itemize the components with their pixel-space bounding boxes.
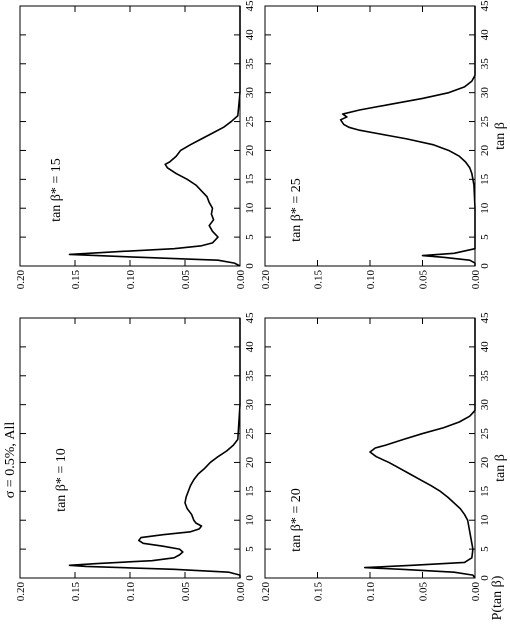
x-tick-label: 45 [479, 312, 491, 324]
plot-frame [19, 317, 241, 579]
y-tick-label: 0.20 [260, 582, 272, 602]
data-line [363, 318, 476, 579]
annotation: tan β* = 20 [289, 488, 304, 552]
y-tick-label: 0.05 [180, 582, 192, 602]
x-tick-label: 35 [479, 370, 491, 382]
x-tick-label: 25 [244, 428, 256, 440]
y-tick-label: 0.00 [235, 270, 247, 290]
x-tick-label: 15 [479, 485, 491, 497]
y-tick-label: 0.00 [235, 582, 247, 602]
rotated-figure: 0 5 10 15 20 25 30 35 40 45 0.00 0.05 0.10 0.15 0.20 ta… [3, 0, 508, 620]
x-tick-label: 20 [479, 144, 491, 156]
y-tick-label: 0.10 [365, 270, 377, 290]
x-tick-label: 40 [244, 341, 256, 353]
x-tick-label: 30 [479, 87, 491, 99]
y-tick-label: 0.00 [470, 270, 482, 290]
x-tick-label: 20 [479, 456, 491, 468]
x-tick-label: 30 [244, 399, 256, 411]
x-tick-label: 0 [479, 263, 491, 269]
y-tick-label: 0.10 [125, 582, 137, 602]
y-tick-label: 0.05 [180, 270, 192, 290]
x-tick-label: 15 [244, 485, 256, 497]
x-tick-label: 45 [479, 0, 491, 12]
y-tick-label: 0.15 [70, 582, 82, 602]
chart-title: σ = 0.5%, All [3, 422, 18, 499]
x-tick-label: 20 [244, 144, 256, 156]
y-tick-label: 0.15 [313, 582, 325, 602]
x-tick-label: 5 [479, 234, 491, 240]
x-tick-label: 20 [244, 456, 256, 468]
y-tick-label: 0.20 [260, 270, 272, 290]
x-tick-label: 25 [244, 116, 256, 128]
y-tick-label: 0.00 [470, 582, 482, 602]
x-tick-label: 10 [479, 202, 491, 214]
y-tick-label: 0.05 [418, 270, 430, 290]
x-tick-label: 40 [244, 29, 256, 41]
x-tick-label: 10 [479, 514, 491, 526]
x-tick-label: 25 [479, 116, 491, 128]
annotation: tan β* = 25 [289, 178, 304, 242]
x-tick-label: 45 [244, 312, 256, 324]
x-tick-label: 5 [244, 546, 256, 552]
y-tick-label: 0.10 [125, 270, 137, 290]
x-tick-label: 5 [479, 546, 491, 552]
x-tick-label: 15 [479, 173, 491, 185]
x-tick-label: 0 [244, 263, 256, 269]
x-tick-label: 15 [244, 173, 256, 185]
annotation: tan β* = 15 [49, 158, 64, 222]
x-tick-label: 10 [244, 202, 256, 214]
y-tick-label: 0.20 [15, 582, 27, 602]
x-tick-label: 45 [244, 0, 256, 12]
y-tick-label: 0.15 [313, 270, 325, 290]
y-tick-label: 0.15 [70, 270, 82, 290]
x-tick-label: 25 [479, 428, 491, 440]
x-tick-label: 30 [479, 399, 491, 411]
x-tick-label: 40 [479, 29, 491, 41]
x-tick-label: 10 [244, 514, 256, 526]
x-axis-label: tan β [493, 122, 508, 150]
data-line [68, 6, 241, 267]
x-tick-label: 0 [479, 575, 491, 581]
x-tick-label: 0 [244, 575, 256, 581]
x-tick-label: 30 [244, 87, 256, 99]
y-tick-label: 0.05 [418, 582, 430, 602]
annotation: tan β* = 10 [54, 448, 69, 512]
data-line [339, 6, 476, 266]
x-tick-label: 35 [479, 58, 491, 70]
x-tick-label: 5 [244, 234, 256, 240]
y-tick-label: 0.20 [15, 270, 27, 290]
x-axis-label: tan β [493, 454, 508, 482]
y-axis-label: P(tan β) [490, 575, 505, 620]
data-line [68, 318, 241, 578]
x-tick-label: 35 [244, 370, 256, 382]
y-tick-label: 0.10 [365, 582, 377, 602]
x-tick-label: 35 [244, 58, 256, 70]
x-tick-label: 40 [479, 341, 491, 353]
